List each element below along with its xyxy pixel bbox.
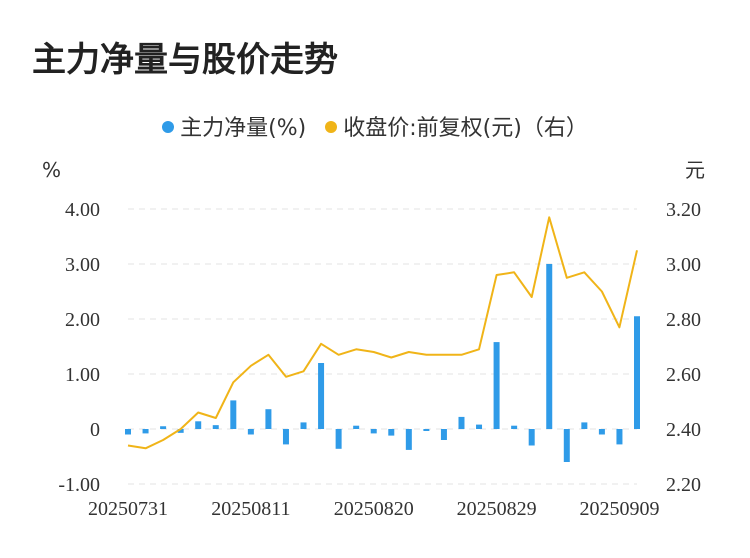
- bar: [177, 429, 184, 433]
- bar: [563, 429, 570, 462]
- bar: [423, 429, 430, 431]
- bar: [125, 429, 131, 435]
- price-line: [127, 216, 638, 450]
- legend-dot-close-price: [325, 121, 338, 133]
- left-tick-label: 3.00: [65, 254, 100, 276]
- bar: [493, 342, 500, 429]
- bar: [212, 425, 219, 429]
- axis-layer: % 元 4.00 3.20 3.00 3.00 2.00 2.80 1.00 2.60 0 2.4…: [42, 158, 705, 520]
- bar: [546, 264, 553, 429]
- bar: [634, 316, 640, 429]
- bar: [335, 429, 342, 449]
- x-tick-label: 20250909: [579, 498, 659, 520]
- right-tick-label: 3.20: [666, 199, 701, 221]
- left-axis-unit: %: [42, 158, 61, 182]
- bar: [440, 429, 447, 440]
- bar: [282, 429, 289, 445]
- bar: [300, 422, 307, 429]
- left-tick-label: 2.00: [65, 309, 100, 331]
- legend-item-close-price[interactable]: 收盘价:前复权(元)（右）: [325, 110, 588, 142]
- bar: [616, 429, 623, 445]
- bar: [405, 429, 412, 450]
- right-tick-label: 3.00: [666, 254, 701, 276]
- bar: [195, 421, 202, 429]
- bar: [247, 429, 254, 435]
- right-tick-label: 2.40: [666, 419, 701, 441]
- legend-dot-net-volume: [162, 121, 175, 133]
- bar-layer: [125, 264, 640, 462]
- bar: [458, 416, 465, 429]
- x-tick-label: 20250829: [457, 498, 537, 520]
- bar: [160, 426, 167, 429]
- bar: [598, 429, 605, 435]
- right-tick-label: 2.20: [666, 474, 701, 496]
- x-tick-label: 20250731: [88, 498, 168, 520]
- left-tick-label: 0: [90, 419, 100, 441]
- bar: [528, 429, 535, 446]
- bar: [370, 429, 377, 434]
- grid-layer: [128, 208, 637, 485]
- line-layer: [127, 216, 638, 450]
- left-tick-label: -1.00: [58, 474, 100, 496]
- bar: [318, 363, 325, 429]
- left-tick-label: 4.00: [65, 199, 100, 221]
- right-tick-label: 2.60: [666, 364, 701, 386]
- bar: [511, 425, 518, 429]
- bar: [142, 429, 149, 434]
- bar: [265, 409, 272, 429]
- legend-item-net-volume[interactable]: 主力净量(%): [162, 110, 306, 142]
- legend: 主力净量(%) 收盘价:前复权(元)（右）: [0, 110, 750, 142]
- bar: [230, 400, 237, 429]
- right-axis-unit: 元: [685, 158, 705, 182]
- legend-label-net-volume: 主力净量(%): [180, 116, 307, 141]
- left-tick-label: 1.00: [65, 364, 100, 386]
- x-tick-label: 20250811: [211, 498, 290, 520]
- x-tick-label: 20250820: [334, 498, 414, 520]
- bar: [353, 425, 360, 429]
- bar: [388, 429, 395, 436]
- legend-label-close-price: 收盘价:前复权(元)（右）: [343, 116, 588, 141]
- bar: [476, 424, 483, 429]
- chart-title: 主力净量与股价走势: [32, 40, 338, 80]
- bar: [581, 422, 588, 429]
- right-tick-label: 2.80: [666, 309, 701, 331]
